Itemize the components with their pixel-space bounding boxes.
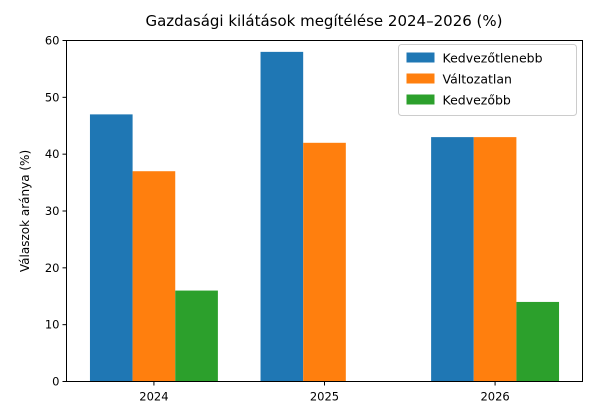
y-tick-label: 0: [52, 375, 59, 389]
y-axis-label: Válaszok aránya (%): [18, 150, 32, 272]
x-tick-label: 2024: [139, 390, 168, 404]
chart-title: Gazdasági kilátások megítélése 2024–2026…: [145, 12, 502, 30]
bar-változatlan-2024: [132, 171, 176, 382]
bar-változatlan-2026: [473, 137, 517, 382]
bar-kedvezőtlenebb-2026: [431, 137, 474, 382]
y-tick-label: 30: [45, 204, 60, 218]
bar-kedvezőbb-2024: [175, 290, 218, 382]
bar-kedvezőbb-2026: [516, 301, 560, 382]
bar-kedvezőtlenebb-2025: [260, 51, 304, 382]
x-tick-label: 2026: [480, 390, 509, 404]
x-tick-label: 2025: [310, 390, 339, 404]
y-tick-label: 50: [45, 90, 60, 104]
y-tick-label: 10: [45, 318, 60, 332]
plot-frame: [66, 40, 583, 382]
legend: Kedvezőtlenebb Változatlan Kedvezőbb: [398, 44, 577, 116]
y-tick-label: 60: [45, 34, 60, 48]
legend-swatch: [406, 73, 435, 84]
legend-swatch: [406, 52, 435, 63]
y-axis-ticks: 0 10 20 30 40 50 60: [45, 34, 67, 389]
legend-label: Kedvezőbb: [443, 93, 511, 108]
bars: [89, 51, 560, 382]
legend-label: Kedvezőtlenebb: [443, 51, 543, 66]
y-tick-label: 40: [45, 147, 60, 161]
legend-swatch: [406, 94, 435, 105]
bar-kedvezőtlenebb-2024: [89, 114, 133, 382]
x-axis-ticks: 2024 2025 2026: [139, 381, 510, 404]
y-tick-label: 20: [45, 261, 60, 275]
legend-frame: [398, 44, 577, 116]
bar-változatlan-2025: [303, 142, 346, 382]
legend-label: Változatlan: [443, 72, 512, 87]
